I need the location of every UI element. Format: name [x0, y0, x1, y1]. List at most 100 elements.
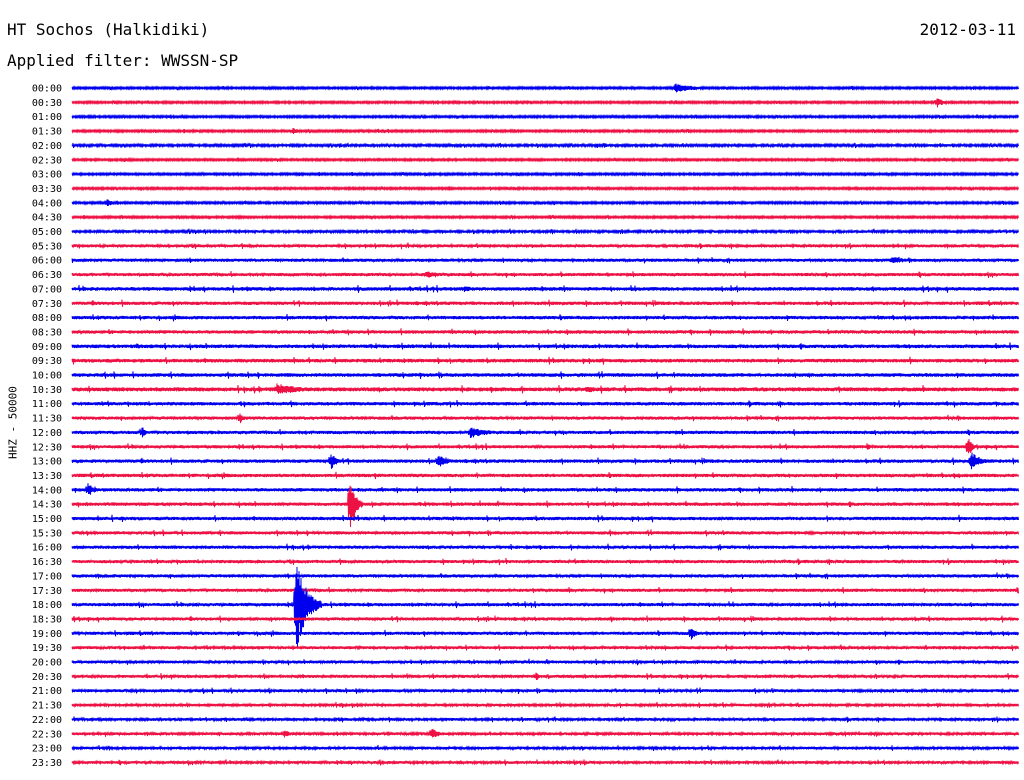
- time-label: 10:00: [32, 371, 62, 382]
- time-label: 22:00: [32, 715, 62, 726]
- time-label: 19:00: [32, 629, 62, 640]
- trace-row: [71, 471, 1019, 480]
- trace-row: [71, 529, 1019, 537]
- time-label: 09:30: [32, 356, 62, 367]
- trace-row: [71, 628, 1019, 640]
- trace-row: [71, 427, 1019, 439]
- time-label: 07:30: [32, 299, 62, 310]
- trace-row: [71, 658, 1019, 666]
- time-label: 17:30: [32, 586, 62, 597]
- time-label: 17:00: [32, 571, 62, 582]
- trace-row: [71, 342, 1019, 351]
- trace-row: [71, 485, 1019, 528]
- trace-row: [71, 171, 1019, 178]
- time-label: 21:00: [32, 686, 62, 697]
- time-label: 20:30: [32, 672, 62, 683]
- time-label: 14:00: [32, 485, 62, 496]
- trace-row: [71, 745, 1019, 752]
- trace-row: [71, 586, 1019, 594]
- time-label: 12:00: [32, 428, 62, 439]
- trace-row: [71, 142, 1019, 149]
- time-label: 06:00: [32, 256, 62, 267]
- time-label: 12:30: [32, 442, 62, 453]
- time-label: 19:30: [32, 643, 62, 654]
- time-label: 05:30: [32, 241, 62, 252]
- time-label: 16:00: [32, 543, 62, 554]
- trace-row: [71, 113, 1019, 120]
- trace-row: [71, 383, 1019, 394]
- time-label: 08:30: [32, 327, 62, 338]
- trace-row: [71, 566, 1019, 647]
- trace-row: [71, 452, 1019, 470]
- time-label: 15:30: [32, 528, 62, 539]
- time-labels: 00:00 00:30 01:00 01:30 02:00 02:30 03:00 03:30…: [32, 84, 62, 769]
- time-label: 18:30: [32, 614, 62, 625]
- trace-row: [71, 729, 1019, 738]
- time-label: 09:00: [32, 342, 62, 353]
- trace-row: [71, 716, 1019, 723]
- trace-row: [71, 98, 1019, 108]
- trace-row: [71, 256, 1019, 264]
- time-label: 13:30: [32, 471, 62, 482]
- time-label: 07:00: [32, 284, 62, 295]
- time-label: 00:00: [32, 84, 62, 95]
- trace-row: [71, 413, 1019, 424]
- trace-row: [71, 271, 1019, 278]
- time-label: 03:00: [32, 170, 62, 181]
- time-label: 03:30: [32, 184, 62, 195]
- time-label: 23:00: [32, 744, 62, 755]
- time-label: 08:00: [32, 313, 62, 324]
- trace-row: [71, 615, 1019, 623]
- trace-row: [71, 284, 1019, 293]
- time-label: 02:00: [32, 141, 62, 152]
- trace-row: [71, 185, 1019, 192]
- filter-label: Applied filter: WWSSN-SP: [7, 51, 239, 70]
- trace-row: [71, 299, 1019, 308]
- trace-row: [71, 228, 1019, 235]
- trace-row: [71, 543, 1019, 551]
- trace-row: [71, 644, 1019, 651]
- time-label: 13:00: [32, 457, 62, 468]
- trace-row: [71, 328, 1019, 336]
- time-label: 11:30: [32, 414, 62, 425]
- trace-row: [71, 83, 1019, 93]
- time-label: 11:00: [32, 399, 62, 410]
- trace-row: [71, 371, 1019, 379]
- time-label: 10:30: [32, 385, 62, 396]
- trace-row: [71, 483, 1019, 495]
- time-label: 23:30: [32, 758, 62, 769]
- trace-row: [71, 701, 1019, 709]
- trace-row: [71, 558, 1019, 566]
- trace-row: [71, 514, 1019, 523]
- time-label: 02:30: [32, 155, 62, 166]
- date-label: 2012-03-11: [919, 20, 1016, 39]
- trace-row: [71, 400, 1019, 408]
- time-label: 15:00: [32, 514, 62, 525]
- trace-row: [71, 672, 1019, 681]
- time-label: 16:30: [32, 557, 62, 568]
- time-label: 20:00: [32, 658, 62, 669]
- trace-row: [71, 356, 1019, 365]
- time-label: 18:00: [32, 600, 62, 611]
- trace-row: [71, 438, 1019, 454]
- trace-row: [71, 127, 1019, 135]
- trace-row: [71, 572, 1019, 580]
- time-label: 04:30: [32, 213, 62, 224]
- time-label: 06:30: [32, 270, 62, 281]
- trace-row: [71, 242, 1019, 250]
- time-label: 00:30: [32, 98, 62, 109]
- time-label: 01:30: [32, 127, 62, 138]
- trace-row: [71, 759, 1019, 766]
- time-label: 04:00: [32, 198, 62, 209]
- trace-row: [71, 313, 1019, 322]
- helicorder-traces: [71, 83, 1019, 766]
- trace-row: [71, 214, 1019, 221]
- time-label: 01:00: [32, 112, 62, 123]
- trace-row: [71, 156, 1019, 163]
- time-label: 21:30: [32, 701, 62, 712]
- time-label: 05:00: [32, 227, 62, 238]
- station-title: HT Sochos (Halkidiki): [7, 20, 210, 39]
- trace-row: [71, 687, 1019, 695]
- time-label: 22:30: [32, 729, 62, 740]
